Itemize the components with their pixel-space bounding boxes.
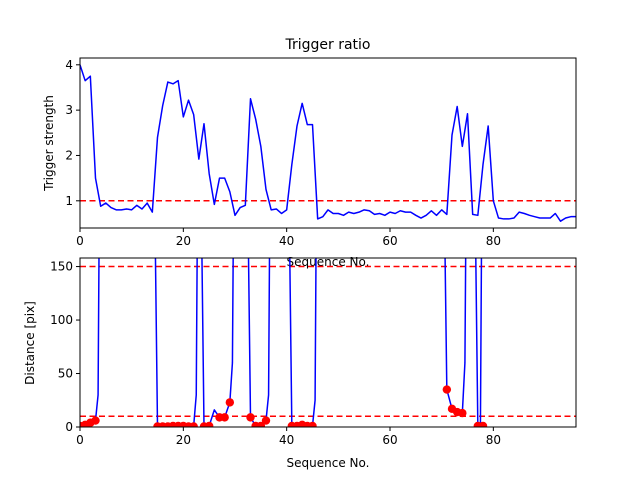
x-tick-label: 20	[176, 433, 191, 447]
threshold-lines	[80, 265, 576, 418]
y-tick-label: 100	[50, 313, 73, 327]
y-tick-label: 150	[50, 260, 73, 274]
y-tick-label: 2	[65, 148, 73, 162]
data-point	[458, 408, 467, 418]
top-ticks: 0 20 40 60 80 1 2 3 4	[65, 58, 501, 248]
x-tick-label: 40	[279, 234, 294, 248]
x-tick-label: 40	[279, 433, 294, 447]
x-tick-label: 0	[76, 234, 84, 248]
series-line	[80, 64, 576, 222]
x-axis-label: Sequence No.	[287, 456, 370, 470]
x-tick-label: 60	[382, 234, 397, 248]
y-tick-label: 1	[65, 194, 73, 208]
y-axis-label: Distance [pix]	[23, 301, 37, 385]
subplot-distance: 0 20 40 60 80 0 50 100 150 Sequence No. Distance…	[23, 257, 577, 470]
data-point	[91, 416, 100, 425]
y-tick-label: 0	[65, 420, 73, 434]
y-tick-label: 4	[65, 58, 73, 72]
data-point	[261, 416, 271, 425]
data-point	[220, 413, 229, 422]
data-point	[189, 422, 198, 427]
data-point	[225, 398, 235, 407]
x-tick-label: 20	[176, 234, 191, 248]
marker-group	[80, 385, 488, 427]
x-tick-label: 60	[382, 433, 397, 447]
data-point	[478, 421, 488, 427]
y-axis-label: Trigger strength	[42, 95, 56, 192]
y-tick-label: 50	[58, 367, 73, 381]
plot-frame	[79, 257, 577, 428]
data-point	[442, 385, 452, 394]
y-tick-label: 3	[65, 103, 73, 117]
series-line	[80, 258, 483, 427]
x-tick-label: 80	[486, 433, 501, 447]
data-point	[204, 421, 214, 427]
x-tick-label: 0	[76, 433, 84, 447]
x-tick-label: 80	[486, 234, 501, 248]
chart-title: Trigger ratio	[284, 37, 370, 53]
bottom-ticks: 0 20 40 60 80 0 50 100 150	[50, 260, 501, 447]
data-point	[246, 413, 255, 422]
data-point	[308, 421, 317, 427]
plot-frame	[79, 57, 577, 229]
